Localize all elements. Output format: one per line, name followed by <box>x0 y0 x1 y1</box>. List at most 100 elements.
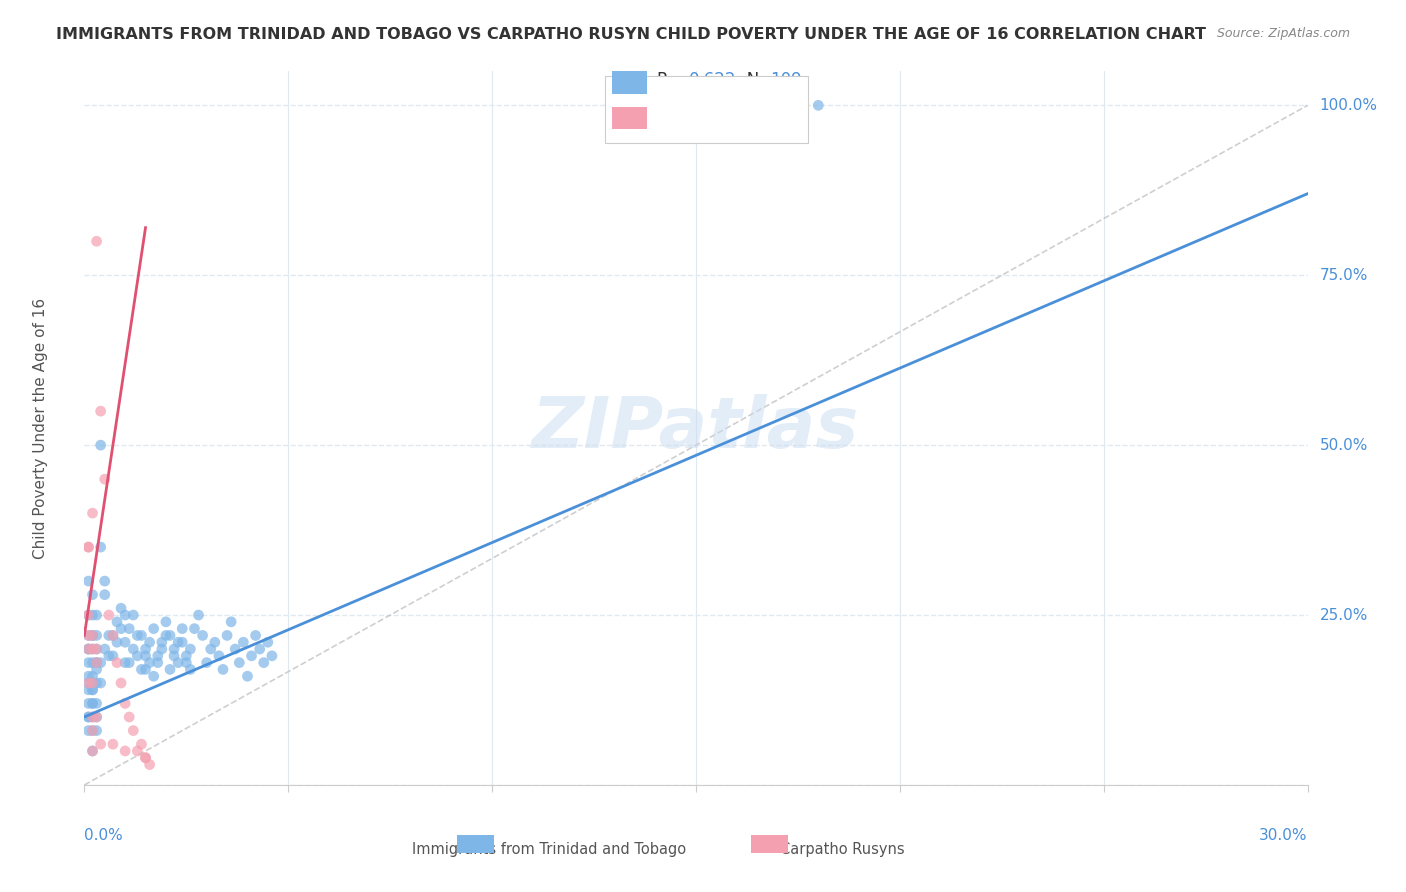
Point <box>183 622 205 636</box>
Point <box>97 648 120 663</box>
Point <box>77 723 100 738</box>
Text: IMMIGRANTS FROM TRINIDAD AND TOBAGO VS CARPATHO RUSYN CHILD POVERTY UNDER THE AG: IMMIGRANTS FROM TRINIDAD AND TOBAGO VS C… <box>56 27 1206 42</box>
Point <box>163 642 186 657</box>
Text: R =: R = <box>657 71 693 89</box>
FancyBboxPatch shape <box>457 835 494 853</box>
Text: 109: 109 <box>770 71 801 89</box>
Point <box>224 642 246 657</box>
Point <box>127 648 149 663</box>
Text: 0.652: 0.652 <box>689 107 737 125</box>
Point <box>86 656 108 670</box>
Point <box>90 540 112 554</box>
Point <box>179 642 201 657</box>
Point <box>82 744 104 758</box>
Point <box>82 588 104 602</box>
Point <box>118 622 141 636</box>
Point <box>77 710 100 724</box>
Point <box>118 656 141 670</box>
Point <box>122 723 145 738</box>
Point <box>167 656 190 670</box>
Point <box>150 635 173 649</box>
Text: 25.0%: 25.0% <box>1320 607 1368 623</box>
Point <box>93 588 115 602</box>
Point <box>257 635 280 649</box>
Text: 0.0%: 0.0% <box>84 828 124 843</box>
Point <box>93 642 115 657</box>
Point <box>167 635 190 649</box>
Point <box>122 642 145 657</box>
Point <box>142 669 165 683</box>
FancyBboxPatch shape <box>751 835 787 853</box>
Point <box>93 472 115 486</box>
Point <box>82 723 104 738</box>
Point <box>82 506 104 520</box>
Point <box>77 628 100 642</box>
Point <box>195 656 218 670</box>
Point <box>127 628 149 642</box>
Text: Source: ZipAtlas.com: Source: ZipAtlas.com <box>1216 27 1350 40</box>
Point <box>118 710 141 724</box>
Point <box>86 642 108 657</box>
Point <box>77 697 100 711</box>
Point <box>86 234 108 248</box>
Point <box>135 648 157 663</box>
Point <box>101 628 124 642</box>
Point <box>77 608 100 623</box>
Point <box>228 656 250 670</box>
Text: 0.622: 0.622 <box>689 71 737 89</box>
Text: 100.0%: 100.0% <box>1320 98 1378 113</box>
Point <box>82 710 104 724</box>
Point <box>142 622 165 636</box>
Point <box>114 635 136 649</box>
Point <box>138 656 160 670</box>
Point <box>97 608 120 623</box>
Point <box>135 751 157 765</box>
Point <box>77 642 100 657</box>
Point <box>191 628 214 642</box>
Point <box>86 642 108 657</box>
Point <box>105 615 128 629</box>
Point <box>110 622 132 636</box>
Text: Carpatho Rusyns: Carpatho Rusyns <box>780 842 905 857</box>
Point <box>114 656 136 670</box>
Point <box>135 751 157 765</box>
Point <box>249 642 271 657</box>
Text: Immigrants from Trinidad and Tobago: Immigrants from Trinidad and Tobago <box>412 842 686 857</box>
Point <box>82 697 104 711</box>
Point <box>77 676 100 690</box>
Point <box>146 656 169 670</box>
Point <box>82 744 104 758</box>
Point <box>135 662 157 676</box>
Point <box>86 710 108 724</box>
Point <box>146 648 169 663</box>
Point <box>245 628 267 642</box>
Point <box>77 540 100 554</box>
Point <box>807 98 830 112</box>
Point <box>174 656 197 670</box>
Text: 50.0%: 50.0% <box>1320 438 1368 452</box>
Text: Child Poverty Under the Age of 16: Child Poverty Under the Age of 16 <box>32 298 48 558</box>
Point <box>200 642 222 657</box>
Point <box>127 744 149 758</box>
Text: 30.0%: 30.0% <box>1260 828 1308 843</box>
Point <box>208 648 231 663</box>
Point <box>82 642 104 657</box>
Point <box>82 628 104 642</box>
Point <box>77 642 100 657</box>
Point <box>77 574 100 588</box>
Point <box>90 737 112 751</box>
Point <box>253 656 276 670</box>
Point <box>212 662 235 676</box>
Point <box>187 608 209 623</box>
Point <box>236 669 259 683</box>
Point <box>77 710 100 724</box>
Point <box>138 757 160 772</box>
Point <box>159 628 181 642</box>
Point <box>82 697 104 711</box>
Point <box>135 642 157 657</box>
Point <box>90 438 112 452</box>
Point <box>82 628 104 642</box>
Point <box>131 737 153 751</box>
Point <box>77 642 100 657</box>
Text: N =: N = <box>731 107 783 125</box>
